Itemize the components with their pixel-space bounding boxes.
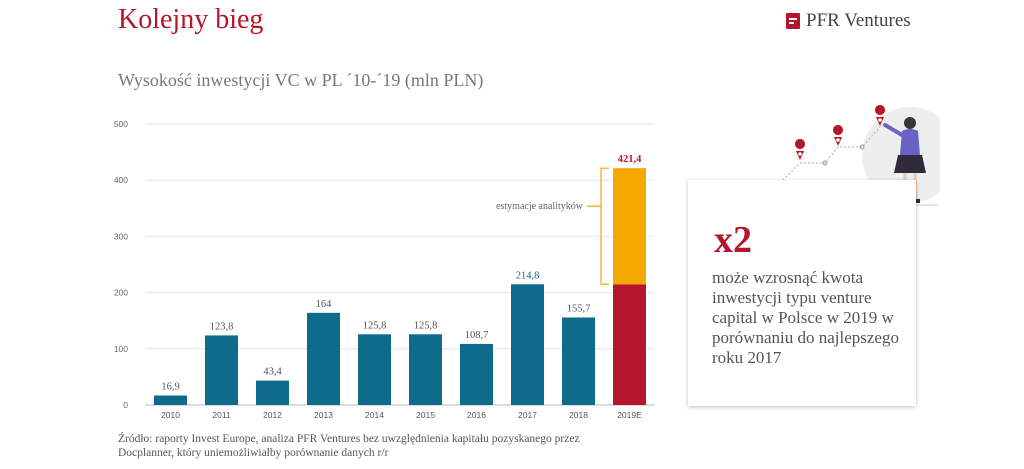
y-tick-label: 300 bbox=[114, 231, 128, 241]
x-tick-label: 2014 bbox=[365, 410, 384, 420]
bar bbox=[460, 343, 493, 405]
x-tick-label: 2015 bbox=[416, 410, 435, 420]
bar-chart: 0 100 200 300 400 500 16,9 2010 123,8 2011 43,4 201… bbox=[114, 119, 655, 420]
x-tick-label: 2010 bbox=[161, 410, 180, 420]
data-label: 155,7 bbox=[567, 303, 591, 314]
bar bbox=[307, 312, 340, 405]
page-title: Kolejny bieg bbox=[118, 4, 264, 35]
data-label: 421,4 bbox=[618, 154, 642, 165]
x-tick-label: 2018 bbox=[569, 410, 588, 420]
source-note: Źródło: raporty Invest Europe, analiza P… bbox=[118, 433, 580, 459]
pfr-logo-icon bbox=[786, 13, 800, 29]
data-label: 123,8 bbox=[210, 321, 234, 332]
data-label: 125,8 bbox=[363, 320, 387, 331]
data-label: 214,8 bbox=[516, 270, 540, 281]
bar-2019-base bbox=[613, 284, 646, 405]
y-tick-label: 0 bbox=[123, 400, 128, 410]
data-label: 16,9 bbox=[161, 382, 179, 393]
bar bbox=[511, 284, 544, 405]
x-tick-label: 2011 bbox=[212, 410, 231, 420]
bar bbox=[256, 380, 289, 405]
x-tick-label: 2013 bbox=[314, 410, 333, 420]
annotation-label: estymacje analityków bbox=[496, 201, 584, 212]
bar bbox=[562, 317, 595, 405]
data-label: 125,8 bbox=[414, 320, 438, 331]
x-tick-label: 2019E bbox=[617, 410, 642, 420]
estimate-bracket bbox=[600, 167, 609, 285]
chart-subtitle: Wysokość inwestycji VC w PL ´10-´19 (mln… bbox=[118, 70, 484, 90]
highlight-card: x2 może wzrosnąć kwota inwestycji typu v… bbox=[688, 180, 916, 406]
bar bbox=[205, 335, 238, 405]
card-headline: x2 bbox=[714, 219, 752, 261]
y-tick-label: 500 bbox=[114, 119, 128, 129]
x-tick-label: 2016 bbox=[467, 410, 486, 420]
card-text: może wzrosnąć kwota inwestycji typu vent… bbox=[712, 268, 899, 367]
x-tick-label: 2012 bbox=[263, 410, 282, 420]
brand-logo: PFR Ventures bbox=[786, 10, 911, 32]
data-label: 43,4 bbox=[263, 367, 282, 378]
bar-2019-estimate bbox=[613, 168, 646, 285]
y-tick-label: 400 bbox=[114, 175, 128, 185]
data-label: 164 bbox=[316, 299, 333, 310]
data-label: 108,7 bbox=[465, 330, 489, 341]
bar bbox=[409, 334, 442, 405]
y-tick-label: 200 bbox=[114, 288, 128, 298]
bar bbox=[358, 334, 391, 405]
brand-name: PFR Ventures bbox=[806, 10, 911, 31]
bar bbox=[154, 395, 187, 405]
y-tick-label: 100 bbox=[114, 344, 128, 354]
x-tick-label: 2017 bbox=[518, 410, 537, 420]
